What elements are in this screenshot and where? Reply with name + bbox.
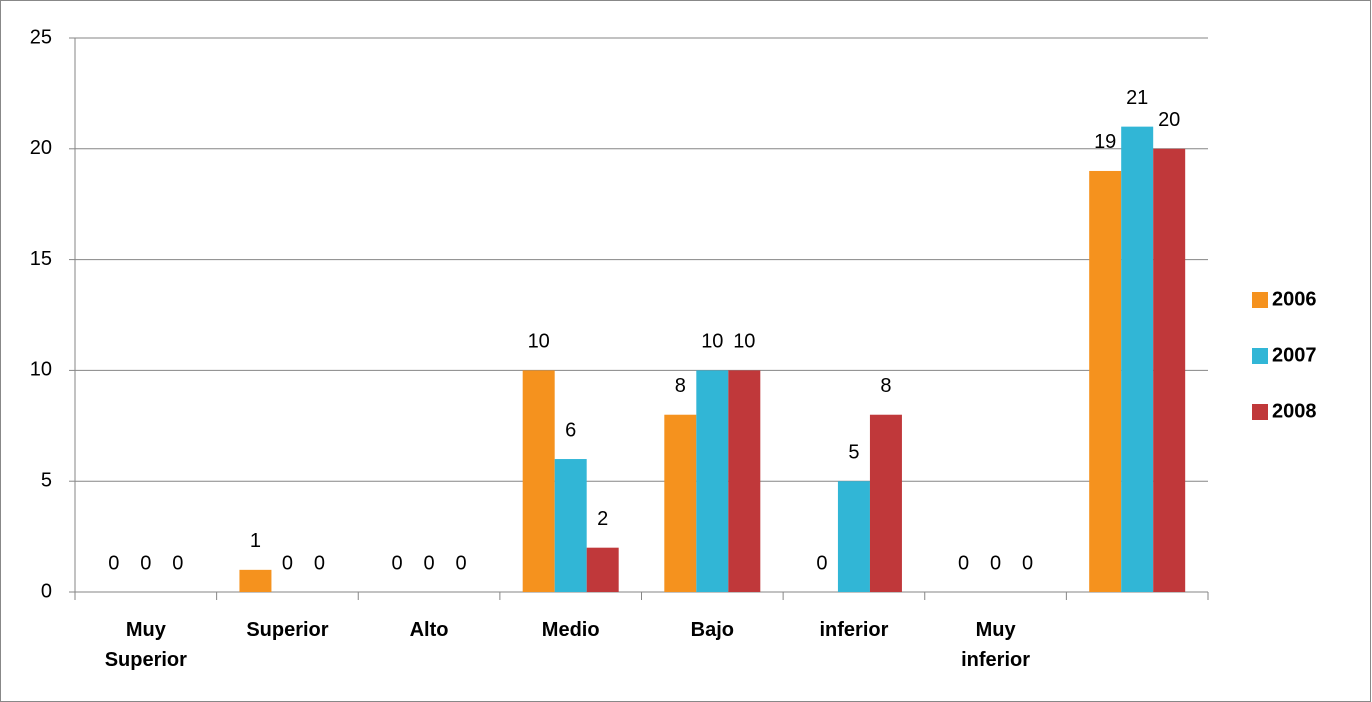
data-label: 0	[990, 552, 1001, 574]
y-tick-label: 0	[41, 580, 52, 602]
data-label: 0	[816, 552, 827, 574]
bar	[554, 459, 587, 592]
x-tick-label: Bajo	[690, 619, 734, 641]
y-tick-label: 25	[30, 26, 52, 48]
data-label: 21	[1126, 87, 1148, 109]
data-label: 10	[733, 331, 755, 353]
bar	[664, 414, 697, 592]
legend-label: 2007	[1272, 344, 1317, 366]
x-tick-label: Muy inferior	[961, 619, 1031, 671]
data-label: 10	[528, 331, 550, 353]
data-label: 0	[392, 552, 403, 574]
bar	[239, 569, 272, 592]
bar	[522, 370, 555, 592]
y-tick-label: 10	[30, 359, 52, 381]
bar	[728, 370, 761, 592]
legend-swatch	[1252, 404, 1268, 420]
y-tick-label: 5	[41, 469, 52, 491]
x-tick-label: inferior	[819, 619, 889, 641]
data-label: 0	[172, 552, 183, 574]
data-label: 10	[701, 331, 723, 353]
bar	[1153, 148, 1186, 593]
bar	[869, 414, 902, 592]
x-tick-label: Medio	[541, 619, 600, 641]
data-label: 20	[1158, 109, 1180, 131]
bar	[696, 370, 729, 592]
data-label: 6	[565, 419, 576, 441]
data-label: 0	[108, 552, 119, 574]
legend-swatch	[1252, 348, 1268, 364]
legend-swatch	[1252, 292, 1268, 308]
data-label: 8	[675, 375, 686, 397]
bar	[1121, 126, 1154, 592]
legend-label: 2008	[1272, 400, 1317, 422]
y-tick-label: 20	[30, 137, 52, 159]
data-label: 0	[456, 552, 467, 574]
bar	[1089, 170, 1122, 592]
data-label: 0	[1022, 552, 1033, 574]
bar	[586, 547, 619, 592]
y-tick-label: 15	[30, 248, 52, 270]
data-label: 8	[880, 375, 891, 397]
data-label: 2	[597, 508, 608, 530]
bar	[837, 481, 870, 592]
x-tick-label: Alto	[409, 619, 449, 641]
legend-label: 2006	[1272, 288, 1317, 310]
data-label: 5	[848, 441, 859, 463]
data-label: 0	[958, 552, 969, 574]
data-label: 1	[250, 530, 261, 552]
data-label: 0	[140, 552, 151, 574]
data-label: 0	[424, 552, 435, 574]
x-tick-label: Muy Superior	[104, 619, 187, 671]
data-label: 0	[282, 552, 293, 574]
data-label: 0	[314, 552, 325, 574]
data-label: 19	[1094, 131, 1116, 153]
x-tick-label: Superior	[246, 619, 329, 641]
